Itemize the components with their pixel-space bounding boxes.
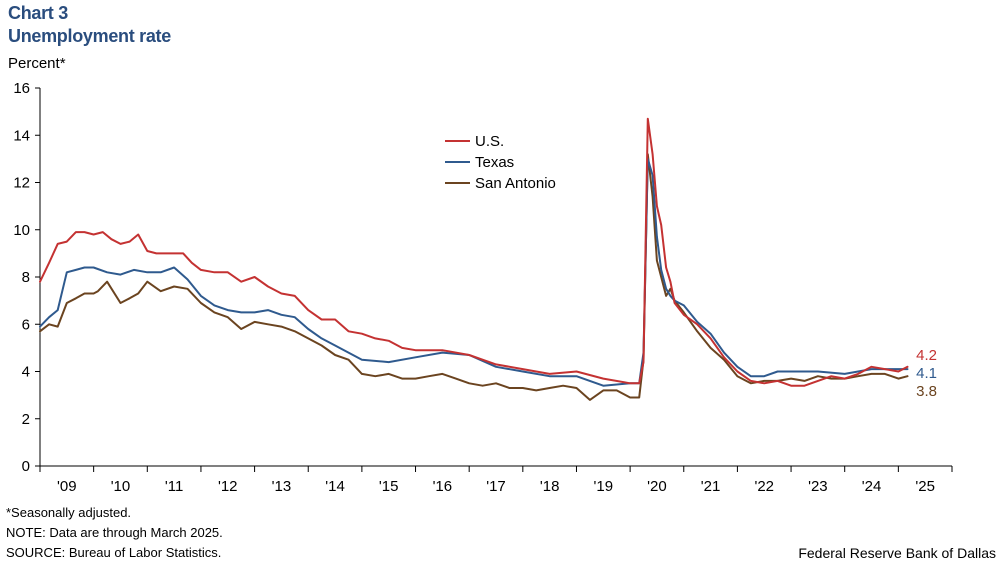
- y-axis-unit-label: Percent*: [8, 55, 66, 72]
- y-tick-label: 10: [13, 222, 30, 239]
- legend: U.S. Texas San Antonio: [445, 133, 556, 192]
- series-line-san-antonio: [39, 153, 909, 401]
- x-tick-label: '14: [325, 478, 345, 495]
- y-tick-label: 12: [13, 175, 30, 192]
- x-tick-label: '13: [272, 478, 292, 495]
- footnote: *Seasonally adjusted.: [6, 505, 132, 520]
- y-tick-label: 6: [22, 316, 30, 333]
- x-tick-label: '23: [808, 478, 828, 495]
- chart-axes: 0 2 4 6 8 10 12 14 16 '09 '10 '11 '12 '13 '14 '15 '16 '17…: [13, 80, 953, 495]
- x-tick-label: '20: [647, 478, 667, 495]
- series-layer: [39, 117, 909, 401]
- x-tick-label: '22: [754, 478, 774, 495]
- x-tick-label: '10: [111, 478, 131, 495]
- end-value-label: 4.1: [916, 365, 937, 382]
- source-note: SOURCE: Bureau of Labor Statistics.: [6, 545, 222, 560]
- legend-label: Texas: [475, 154, 514, 171]
- x-tick-label: '16: [433, 478, 453, 495]
- x-tick-label: '18: [540, 478, 560, 495]
- data-note: NOTE: Data are through March 2025.: [6, 525, 223, 540]
- series-line-u-s: [39, 117, 909, 387]
- y-tick-label: 16: [13, 80, 30, 97]
- y-tick-label: 2: [22, 411, 30, 428]
- x-tick-label: '24: [862, 478, 882, 495]
- x-tick-label: '12: [218, 478, 238, 495]
- y-tick-label: 4: [22, 364, 30, 381]
- x-tick-label: '17: [486, 478, 506, 495]
- x-tick-label: '11: [165, 478, 183, 495]
- end-value-label: 4.2: [916, 347, 937, 364]
- legend-label: San Antonio: [475, 175, 556, 192]
- x-tick-label: '09: [57, 478, 77, 495]
- chart-title: Unemployment rate: [8, 26, 171, 46]
- legend-label: U.S.: [475, 133, 504, 150]
- y-tick-label: 0: [22, 458, 30, 475]
- publisher-credit: Federal Reserve Bank of Dallas: [798, 545, 996, 561]
- y-tick-label: 8: [22, 269, 30, 286]
- x-tick-label: '25: [915, 478, 935, 495]
- end-value-label: 3.8: [916, 383, 937, 400]
- x-tick-label: '15: [379, 478, 399, 495]
- chart-number: Chart 3: [8, 3, 68, 23]
- y-tick-label: 14: [13, 127, 30, 144]
- series-line-texas: [39, 157, 909, 387]
- x-tick-label: '19: [594, 478, 614, 495]
- x-tick-label: '21: [701, 478, 721, 495]
- end-value-labels: 4.24.13.8: [916, 347, 937, 400]
